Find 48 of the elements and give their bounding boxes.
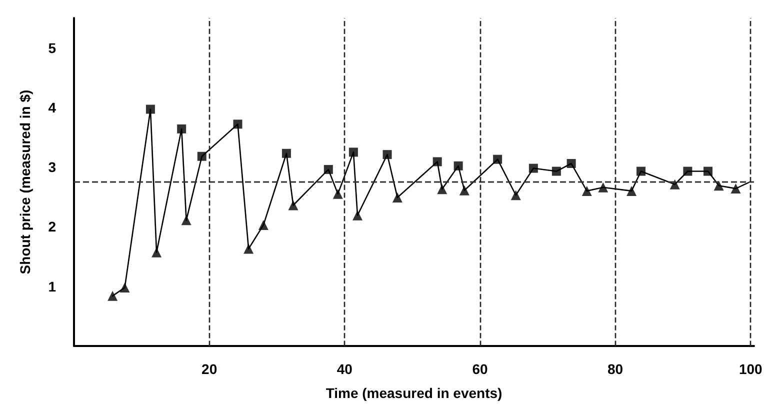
point [120, 282, 130, 293]
point [382, 150, 392, 160]
y-tick-label: 1 [48, 278, 56, 294]
point [552, 166, 561, 176]
point [636, 166, 646, 176]
point [566, 159, 576, 168]
x-tick-label: 60 [472, 361, 488, 377]
x-axis-title: Time (measured in events) [326, 385, 502, 401]
point [258, 220, 268, 230]
point [288, 200, 298, 210]
point [152, 247, 162, 258]
point [244, 244, 254, 254]
point [177, 124, 186, 134]
x-tick-label: 80 [608, 361, 624, 377]
point [282, 148, 291, 158]
y-tick-label: 3 [48, 159, 56, 176]
point [233, 120, 242, 129]
point [332, 188, 343, 199]
point [582, 186, 592, 196]
x-tick-label: 100 [738, 361, 763, 377]
point [181, 215, 192, 226]
point [670, 179, 680, 190]
point [714, 180, 724, 191]
point [626, 186, 637, 196]
x-tick-label: 20 [202, 361, 218, 377]
y-tick-label: 5 [48, 40, 56, 56]
point [146, 104, 155, 114]
point [598, 182, 608, 192]
point [459, 185, 470, 196]
point [703, 166, 712, 176]
point [528, 164, 538, 173]
point [437, 184, 448, 194]
point [197, 152, 206, 161]
y-tick-label: 2 [48, 218, 56, 235]
point [352, 210, 363, 220]
point [493, 154, 502, 164]
point [108, 290, 118, 301]
x-tick-label: 40 [336, 361, 353, 377]
point [324, 164, 333, 174]
point [730, 184, 741, 194]
point [392, 192, 402, 203]
point [348, 148, 358, 157]
point [432, 157, 442, 166]
y-tick-label: 4 [48, 99, 56, 116]
point [454, 161, 463, 170]
y-axis-title: Shout price (measured in $) [17, 90, 33, 274]
point [683, 166, 692, 176]
point [510, 190, 521, 200]
